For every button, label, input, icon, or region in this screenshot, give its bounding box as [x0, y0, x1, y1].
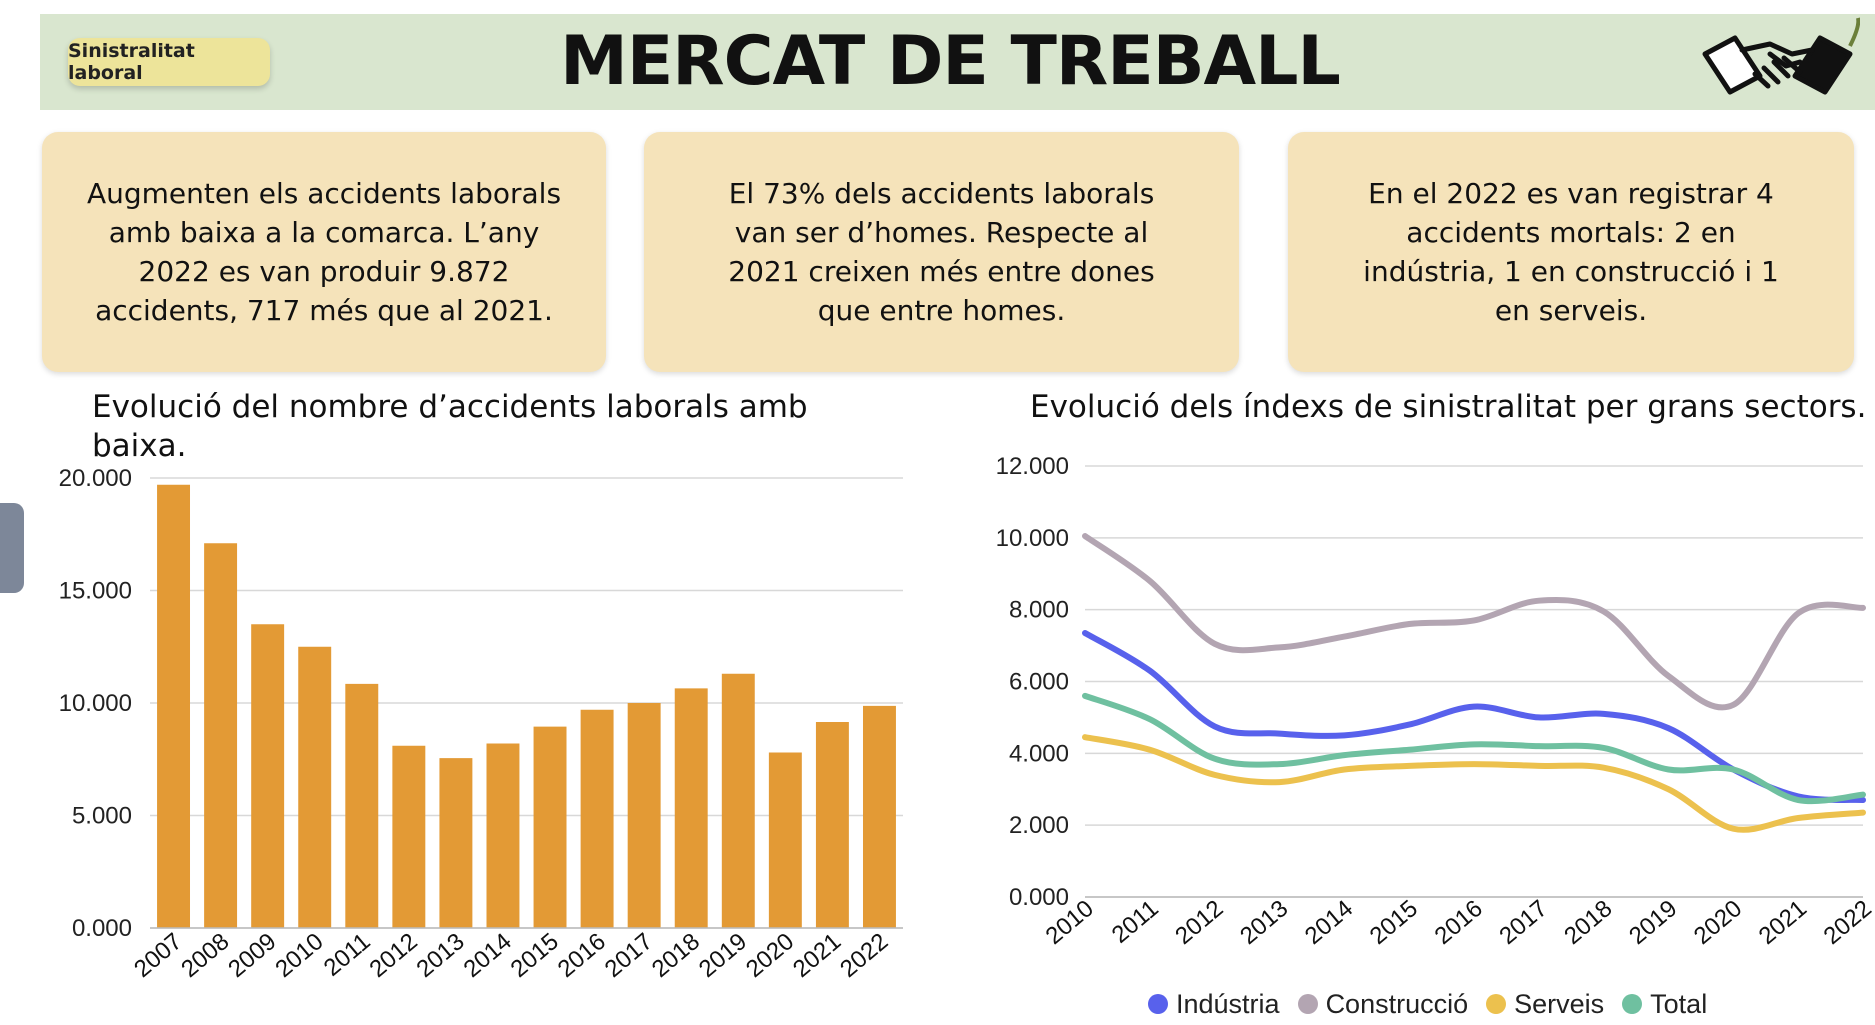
legend-marker	[1622, 994, 1643, 1014]
x-tick-label: 2013	[412, 928, 470, 983]
bar	[298, 646, 332, 928]
y-tick-label: 0.000	[72, 915, 132, 942]
x-tick-label: 2011	[319, 928, 376, 982]
section-badge[interactable]: Sinistralitat laboral	[68, 38, 270, 86]
y-tick-label: 0.000	[1009, 884, 1069, 911]
bar	[721, 673, 755, 928]
y-tick-label: 6.000	[1009, 669, 1069, 696]
bar	[580, 709, 614, 928]
y-tick-label: 15.000	[59, 578, 132, 605]
bar	[345, 683, 379, 928]
legend-item-construccio[interactable]: Construcció	[1297, 988, 1469, 1020]
x-tick-label: 2017	[600, 928, 658, 983]
bar-chart: 0.000 5.000 10.000 15.000 20.000 200720082009…	[59, 465, 903, 983]
bar	[251, 624, 285, 928]
y-tick-label: 12.000	[996, 453, 1069, 480]
card-line: en serveis.	[1494, 294, 1648, 327]
card-line: El 73% dels accidents laborals	[728, 177, 1155, 210]
handshake-icon	[1702, 17, 1860, 95]
x-tick-label: 2014	[459, 928, 517, 983]
x-tick-label: 2018	[647, 928, 705, 983]
info-card-fatal: En el 2022 es van registrar 4 accidents …	[1288, 132, 1854, 372]
card-line: amb baixa a la comarca. L’any	[108, 216, 540, 249]
x-tick-label: 2015	[1365, 895, 1423, 950]
card-line: que entre homes.	[817, 294, 1066, 327]
bar	[392, 745, 426, 928]
legend-label: Indústria	[1176, 988, 1280, 1019]
legend-marker	[1486, 994, 1507, 1014]
x-tick-label: 2007	[129, 928, 187, 983]
info-card-accidents: Augmenten els accidents laborals amb bai…	[42, 132, 606, 372]
line-chart-legend: Indústria Construcció Serveis Total	[1148, 986, 1707, 1022]
y-tick-label: 10.000	[59, 690, 132, 717]
line-chart: 0.000 2.000 4.000 6.000 8.000 10.000 12.000 201…	[996, 453, 1875, 950]
card-line: En el 2022 es van registrar 4	[1368, 177, 1774, 210]
x-tick-label: 2009	[223, 928, 281, 983]
legend-label: Total	[1650, 988, 1708, 1019]
bar	[627, 703, 661, 928]
card-line: Augmenten els accidents laborals	[86, 177, 562, 210]
bar	[486, 743, 520, 928]
line-chart-title: Evolució dels índexs de sinistralitat pe…	[1030, 389, 1867, 425]
x-tick-label: 2016	[1430, 895, 1488, 950]
y-tick-label: 20.000	[59, 465, 132, 492]
bar	[768, 752, 802, 928]
x-tick-label: 2015	[506, 928, 564, 983]
legend-item-serveis[interactable]: Serveis	[1486, 989, 1604, 1020]
info-card-gender: El 73% dels accidents laborals van ser d…	[644, 132, 1239, 372]
x-tick-label: 2008	[176, 928, 234, 983]
legend-item-total[interactable]: Total	[1622, 989, 1707, 1020]
x-tick-label: 2021	[788, 928, 846, 983]
side-scroll-tab[interactable]	[0, 503, 24, 593]
x-tick-label: 2011	[1107, 895, 1164, 949]
card-line: accidents mortals: 2 en	[1406, 216, 1736, 249]
x-tick-label: 2022	[835, 928, 893, 983]
x-tick-label: 2020	[1689, 895, 1747, 950]
x-tick-label: 2016	[553, 928, 611, 983]
y-tick-label: 10.000	[996, 525, 1069, 552]
x-tick-label: 2018	[1559, 895, 1617, 950]
card-line: 2022 es van produir 9.872	[138, 255, 510, 288]
legend-label: Serveis	[1514, 988, 1605, 1019]
bar	[157, 484, 191, 928]
bar	[862, 705, 896, 928]
y-tick-label: 5.000	[72, 803, 132, 830]
x-tick-label: 2021	[1754, 895, 1812, 950]
card-line: van ser d’homes. Respecte al	[734, 216, 1149, 249]
header-banner	[40, 14, 1875, 110]
card-line: accidents, 717 més que al 2021.	[95, 294, 553, 327]
legend-marker	[1148, 994, 1168, 1014]
y-tick-label: 8.000	[1009, 597, 1069, 624]
legend-marker	[1297, 994, 1318, 1014]
bar	[204, 543, 238, 928]
card-line: 2021 creixen més entre dones	[728, 255, 1155, 288]
x-tick-label: 2013	[1235, 895, 1293, 950]
x-tick-label: 2020	[741, 928, 799, 983]
bar	[815, 722, 849, 928]
legend-label: Construcció	[1325, 988, 1469, 1019]
page-title: MERCAT DE TREBALL	[560, 22, 1341, 101]
bar	[439, 758, 473, 928]
y-tick-label: 4.000	[1009, 740, 1069, 767]
x-tick-label: 2022	[1819, 895, 1875, 950]
card-line: indústria, 1 en construcció i 1	[1363, 255, 1779, 288]
x-tick-label: 2017	[1494, 895, 1552, 950]
x-tick-label: 2019	[694, 928, 752, 983]
series-line	[1082, 734, 1866, 833]
y-tick-label: 2.000	[1009, 812, 1069, 839]
x-tick-label: 2014	[1300, 895, 1358, 950]
legend-item-industria[interactable]: Indústria	[1148, 989, 1280, 1020]
x-tick-label: 2019	[1624, 895, 1682, 950]
x-tick-label: 2012	[364, 928, 422, 983]
x-tick-label: 2012	[1170, 895, 1228, 950]
bar-chart-title: Evolució del nombre d’accidents laborals…	[92, 389, 808, 464]
bar	[533, 726, 567, 928]
series-line	[1082, 533, 1866, 711]
series-line	[1082, 692, 1866, 805]
bar	[674, 688, 708, 928]
x-tick-label: 2010	[270, 928, 328, 983]
